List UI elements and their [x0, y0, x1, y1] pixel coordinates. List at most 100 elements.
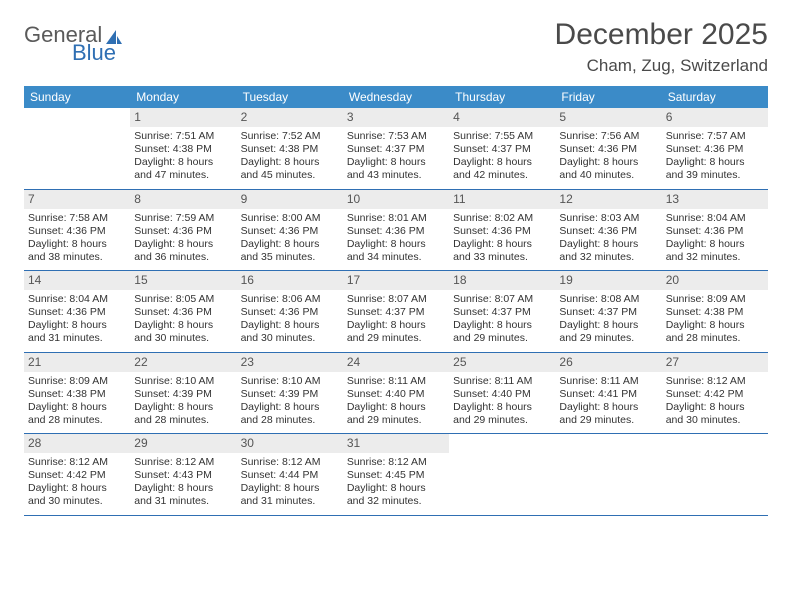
day-cell: 7Sunrise: 7:58 AMSunset: 4:36 PMDaylight…: [24, 190, 130, 271]
day-number: 12: [555, 190, 661, 209]
sunset-line: Sunset: 4:45 PM: [347, 469, 445, 482]
sunset-line: Sunset: 4:43 PM: [134, 469, 232, 482]
day-cell: 15Sunrise: 8:05 AMSunset: 4:36 PMDayligh…: [130, 271, 236, 352]
sunrise-line: Sunrise: 8:04 AM: [666, 212, 764, 225]
day-cell: 14Sunrise: 8:04 AMSunset: 4:36 PMDayligh…: [24, 271, 130, 352]
sunset-line: Sunset: 4:37 PM: [347, 306, 445, 319]
sunrise-line: Sunrise: 7:59 AM: [134, 212, 232, 225]
sunrise-line: Sunrise: 8:11 AM: [559, 375, 657, 388]
day-cell: 11Sunrise: 8:02 AMSunset: 4:36 PMDayligh…: [449, 190, 555, 271]
day-number: 24: [343, 353, 449, 372]
daylight-line: Daylight: 8 hours and 28 minutes.: [241, 401, 339, 427]
day-cell: 22Sunrise: 8:10 AMSunset: 4:39 PMDayligh…: [130, 353, 236, 434]
day-cell: 4Sunrise: 7:55 AMSunset: 4:37 PMDaylight…: [449, 108, 555, 189]
sunrise-line: Sunrise: 8:11 AM: [453, 375, 551, 388]
day-number: 30: [237, 434, 343, 453]
daylight-line: Daylight: 8 hours and 30 minutes.: [241, 319, 339, 345]
logo: GeneralBlue: [24, 24, 124, 64]
week-row: 7Sunrise: 7:58 AMSunset: 4:36 PMDaylight…: [24, 190, 768, 272]
day-cell: 27Sunrise: 8:12 AMSunset: 4:42 PMDayligh…: [662, 353, 768, 434]
sunrise-line: Sunrise: 8:12 AM: [347, 456, 445, 469]
month-title: December 2025: [555, 18, 768, 52]
sunset-line: Sunset: 4:42 PM: [28, 469, 126, 482]
daylight-line: Daylight: 8 hours and 31 minutes.: [28, 319, 126, 345]
week-row: 28 Sunrise: 8:12 AM Sunset: 4:42 PM Dayligh…: [24, 434, 768, 516]
sunset-line: Sunset: 4:37 PM: [347, 143, 445, 156]
sunrise-line: Sunrise: 7:57 AM: [666, 130, 764, 143]
day-number: 14: [24, 271, 130, 290]
sunset-line: Sunset: 4:44 PM: [241, 469, 339, 482]
day-cell: 2Sunrise: 7:52 AMSunset: 4:38 PMDaylight…: [237, 108, 343, 189]
day-number: 3: [343, 108, 449, 127]
sunrise-line: Sunrise: 7:55 AM: [453, 130, 551, 143]
daylight-line: Daylight: 8 hours and 29 minutes.: [453, 319, 551, 345]
dow-friday: Friday: [555, 86, 661, 108]
daylight-line: Daylight: 8 hours and 28 minutes.: [134, 401, 232, 427]
sunset-line: Sunset: 4:36 PM: [28, 306, 126, 319]
sunrise-line: Sunrise: 8:09 AM: [666, 293, 764, 306]
sunrise-line: Sunrise: 8:01 AM: [347, 212, 445, 225]
day-number: 25: [449, 353, 555, 372]
daylight-line: Daylight: 8 hours and 30 minutes.: [666, 401, 764, 427]
sunrise-line: Sunrise: 8:06 AM: [241, 293, 339, 306]
week-row: 21Sunrise: 8:09 AMSunset: 4:38 PMDayligh…: [24, 353, 768, 435]
day-number: 2: [237, 108, 343, 127]
sunset-line: Sunset: 4:40 PM: [347, 388, 445, 401]
day-number: 16: [237, 271, 343, 290]
sunrise-line: Sunrise: 8:02 AM: [453, 212, 551, 225]
sunset-line: Sunset: 4:37 PM: [559, 306, 657, 319]
day-number: 6: [662, 108, 768, 127]
sunset-line: Sunset: 4:36 PM: [666, 143, 764, 156]
day-cell: [449, 434, 555, 515]
day-number: 31: [343, 434, 449, 453]
day-number: 23: [237, 353, 343, 372]
day-number: 29: [130, 434, 236, 453]
day-number: 7: [24, 190, 130, 209]
location: Cham, Zug, Switzerland: [555, 56, 768, 76]
day-cell: 5Sunrise: 7:56 AMSunset: 4:36 PMDaylight…: [555, 108, 661, 189]
sunrise-line: Sunrise: 8:12 AM: [666, 375, 764, 388]
day-number: 11: [449, 190, 555, 209]
sunset-line: Sunset: 4:38 PM: [28, 388, 126, 401]
daylight-line: Daylight: 8 hours and 32 minutes.: [666, 238, 764, 264]
day-cell: 23Sunrise: 8:10 AMSunset: 4:39 PMDayligh…: [237, 353, 343, 434]
daylight-line: Daylight: 8 hours and 42 minutes.: [453, 156, 551, 182]
daylight-line: Daylight: 8 hours and 31 minutes.: [134, 482, 232, 508]
dow-thursday: Thursday: [449, 86, 555, 108]
sunset-line: Sunset: 4:38 PM: [134, 143, 232, 156]
day-cell: 29Sunrise: 8:12 AMSunset: 4:43 PMDayligh…: [130, 434, 236, 515]
sunset-line: Sunset: 4:36 PM: [134, 225, 232, 238]
dow-tuesday: Tuesday: [237, 86, 343, 108]
day-cell: [24, 108, 130, 189]
calendar: SundayMondayTuesdayWednesdayThursdayFrid…: [24, 86, 768, 516]
sunset-line: Sunset: 4:36 PM: [559, 143, 657, 156]
day-number: 9: [237, 190, 343, 209]
day-cell: 8Sunrise: 7:59 AMSunset: 4:36 PMDaylight…: [130, 190, 236, 271]
daylight-line: Daylight: 8 hours and 32 minutes.: [559, 238, 657, 264]
day-number: 18: [449, 271, 555, 290]
sunset-line: Sunset: 4:36 PM: [453, 225, 551, 238]
dow-row: SundayMondayTuesdayWednesdayThursdayFrid…: [24, 86, 768, 108]
sunrise-line: Sunrise: 8:10 AM: [134, 375, 232, 388]
day-number: 28: [24, 434, 130, 453]
sunset-line: Sunset: 4:36 PM: [666, 225, 764, 238]
day-number: 1: [130, 108, 236, 127]
day-cell: 10Sunrise: 8:01 AMSunset: 4:36 PMDayligh…: [343, 190, 449, 271]
daylight-line: Daylight: 8 hours and 29 minutes.: [453, 401, 551, 427]
sunrise-line: Sunrise: 8:09 AM: [28, 375, 126, 388]
dow-sunday: Sunday: [24, 86, 130, 108]
day-cell: [555, 434, 661, 515]
daylight-line: Daylight: 8 hours and 38 minutes.: [28, 238, 126, 264]
header: GeneralBlue December 2025 Cham, Zug, Swi…: [24, 18, 768, 76]
daylight-line: Daylight: 8 hours and 45 minutes.: [241, 156, 339, 182]
day-number: 26: [555, 353, 661, 372]
daylight-line: Daylight: 8 hours and 47 minutes.: [134, 156, 232, 182]
title-block: December 2025 Cham, Zug, Switzerland: [555, 18, 768, 76]
sunrise-line: Sunrise: 8:08 AM: [559, 293, 657, 306]
sunset-line: Sunset: 4:37 PM: [453, 306, 551, 319]
day-number: 17: [343, 271, 449, 290]
sunset-line: Sunset: 4:39 PM: [241, 388, 339, 401]
day-number: 8: [130, 190, 236, 209]
day-cell: 18Sunrise: 8:07 AMSunset: 4:37 PMDayligh…: [449, 271, 555, 352]
day-number: 19: [555, 271, 661, 290]
